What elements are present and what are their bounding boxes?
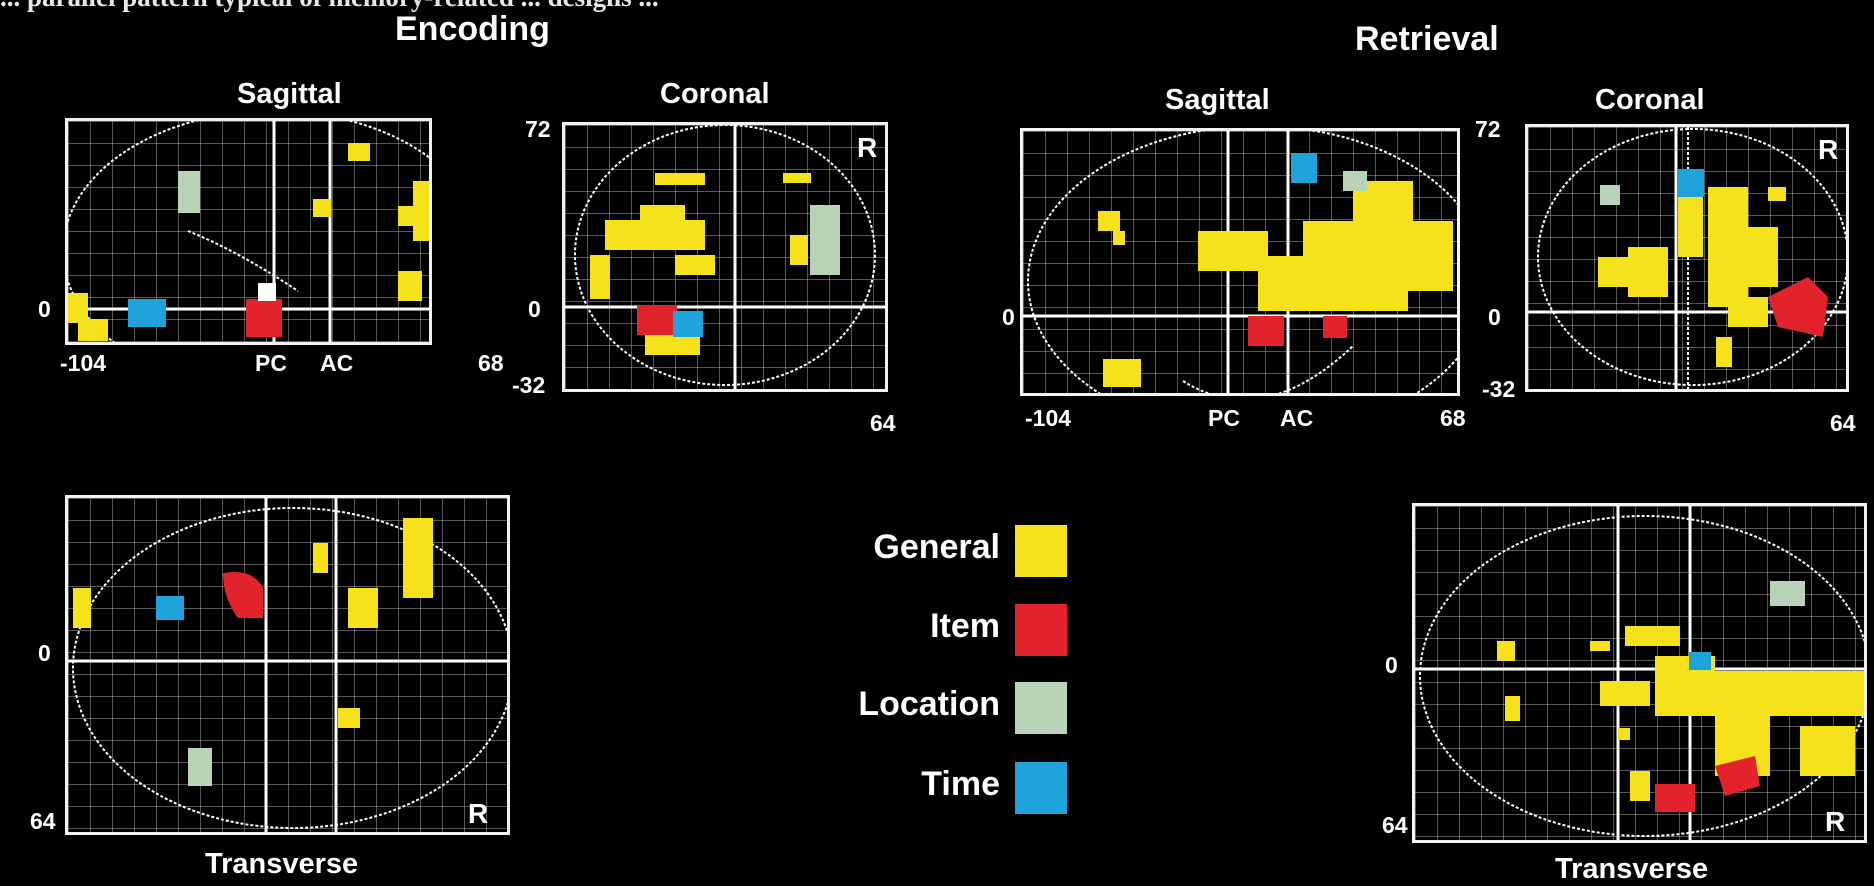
legend-swatch-item xyxy=(1015,604,1067,656)
retrieval-coronal-y-bottom: -32 xyxy=(1482,376,1516,402)
retrieval-transverse-y-zero: 0 xyxy=(1385,652,1398,678)
encoding-transverse-brain-map: R xyxy=(68,498,507,832)
legend-label-location: Location xyxy=(858,685,1000,723)
top-caption: ... parallel pattern typical of memory-r… xyxy=(0,0,659,13)
retrieval-transverse-panel: R xyxy=(1412,503,1867,843)
encoding-coronal-brain-map: R xyxy=(565,125,885,389)
encoding-sagittal-panel xyxy=(65,118,432,345)
encoding-sagittal-tick-right: 68 xyxy=(478,350,504,376)
encoding-coronal-y-top: 72 xyxy=(525,116,551,142)
encoding-heading: Encoding xyxy=(395,10,550,48)
encoding-transverse-side-marker: R xyxy=(468,798,488,829)
retrieval-heading: Retrieval xyxy=(1355,20,1499,58)
encoding-sagittal-tick-ac: AC xyxy=(320,350,354,376)
encoding-transverse-label: Transverse xyxy=(205,848,359,880)
encoding-coronal-label: Coronal xyxy=(660,78,770,110)
encoding-transverse-y-zero: 0 xyxy=(38,640,51,666)
encoding-transverse-y-bottom: 64 xyxy=(30,808,56,834)
retrieval-sagittal-tick-right: 68 xyxy=(1440,405,1466,431)
retrieval-sagittal-tick-pc: PC xyxy=(1208,405,1240,431)
retrieval-sagittal-brain-map xyxy=(1023,131,1457,393)
retrieval-sagittal-label: Sagittal xyxy=(1165,84,1270,116)
encoding-sagittal-brain-map xyxy=(68,121,429,342)
retrieval-transverse-y-bottom: 64 xyxy=(1382,812,1408,838)
retrieval-coronal-brain-map: R xyxy=(1528,127,1846,389)
encoding-coronal-y-bottom: -32 xyxy=(512,372,546,398)
retrieval-coronal-label: Coronal xyxy=(1595,84,1705,116)
encoding-coronal-panel: R xyxy=(562,122,888,392)
retrieval-sagittal-tick-left: -104 xyxy=(1025,405,1072,431)
encoding-coronal-side-marker: R xyxy=(857,132,877,163)
encoding-transverse-panel: R xyxy=(65,495,510,835)
retrieval-coronal-y-top: 72 xyxy=(1475,116,1501,142)
legend-swatch-general xyxy=(1015,525,1067,577)
legend-label-item: Item xyxy=(930,607,1000,645)
grid xyxy=(68,498,507,832)
legend-label-time: Time xyxy=(921,765,1000,803)
encoding-sagittal-tick-pc: PC xyxy=(255,350,287,376)
retrieval-coronal-panel: R xyxy=(1525,124,1849,392)
legend-label-general: General xyxy=(873,528,1000,566)
encoding-sagittal-y-zero: 0 xyxy=(38,296,51,322)
encoding-coronal-y-zero: 0 xyxy=(528,296,541,322)
legend-swatch-time xyxy=(1015,762,1067,814)
legend: General Item Location Time xyxy=(760,520,1080,840)
legend-swatch-location xyxy=(1015,682,1067,734)
retrieval-coronal-x-right: 64 xyxy=(1830,410,1856,436)
retrieval-transverse-label: Transverse xyxy=(1555,853,1709,885)
retrieval-coronal-side-marker: R xyxy=(1818,134,1838,165)
retrieval-sagittal-panel xyxy=(1020,128,1460,396)
encoding-coronal-x-right: 64 xyxy=(870,410,896,436)
retrieval-sagittal-y-zero: 0 xyxy=(1002,304,1015,330)
retrieval-transverse-brain-map: R xyxy=(1415,506,1864,840)
retrieval-coronal-y-zero: 0 xyxy=(1488,304,1501,330)
encoding-sagittal-label: Sagittal xyxy=(237,78,342,110)
retrieval-transverse-side-marker: R xyxy=(1825,806,1845,837)
retrieval-sagittal-tick-ac: AC xyxy=(1280,405,1314,431)
encoding-sagittal-tick-left: -104 xyxy=(60,350,107,376)
